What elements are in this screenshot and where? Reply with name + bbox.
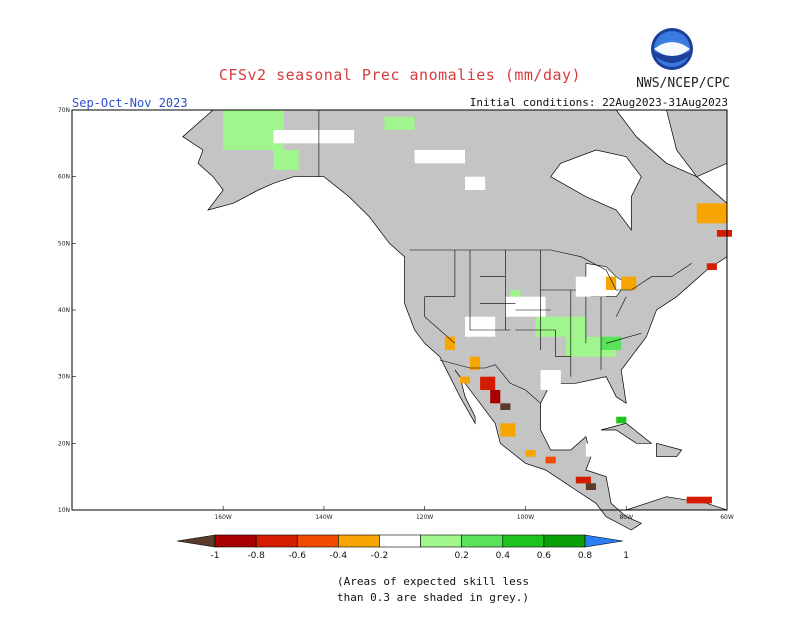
lat-tick-label: 30N: [58, 374, 70, 381]
colorbar-label: 0.8: [578, 551, 593, 561]
border-line-13: [606, 333, 642, 344]
lat-tick-label: 40N: [58, 307, 70, 314]
lon-tick-label: 140W: [315, 514, 332, 521]
anomaly-cell-27: [465, 176, 486, 190]
colorbar-segment: [379, 534, 421, 548]
anomaly-cell-11: [480, 376, 496, 390]
anomaly-cell-6: [601, 336, 622, 350]
anomaly-cell-18: [585, 483, 596, 490]
lat-tick-label: 10N: [58, 507, 70, 514]
anomaly-cell-29: [465, 316, 496, 337]
border-line-2: [439, 359, 541, 404]
colorbar-segment: [502, 534, 545, 548]
anomaly-cell-10: [470, 356, 481, 370]
lat-tick-label: 20N: [58, 440, 70, 447]
colorbar-segment: [255, 534, 298, 548]
colorbar: -1 -0.8 -0.6 -0.4 -0.2 0.2 0.4 0.6 0.8 1: [176, 534, 629, 561]
anomaly-cell-4: [535, 316, 586, 337]
colorbar-label: 0.6: [537, 551, 552, 561]
lon-tick-label: 100W: [517, 514, 534, 521]
anomaly-cell-30: [575, 276, 606, 297]
colorbar-label: -0.6: [288, 551, 306, 561]
colorbar-label: -0.4: [330, 551, 348, 561]
border-line-18: [424, 296, 456, 344]
lon-tick-label: 160W: [214, 514, 231, 521]
anomaly-cell-14: [460, 376, 471, 384]
lat-axis: 70N 60N 50N 40N 30N 20N 10N: [58, 107, 76, 514]
colorbar-segment: [420, 534, 462, 548]
anomaly-cell-20: [621, 276, 637, 290]
colorbar-segment: [338, 534, 380, 548]
lon-tick-label: 120W: [416, 514, 433, 521]
colorbar-label: 0.4: [496, 551, 511, 561]
anomaly-cell-26: [414, 150, 465, 164]
anomaly-cell-15: [525, 450, 536, 457]
colorbar-high-arrow: [584, 534, 624, 548]
anomaly-cell-24: [686, 496, 712, 504]
border-line-4: [469, 250, 511, 331]
lon-tick-label: 80W: [619, 514, 633, 521]
lat-tick-label: 50N: [58, 240, 70, 247]
anomaly-cell-32: [585, 443, 601, 457]
chart-title: CFSv2 seasonal Prec anomalies (mm/day): [218, 66, 582, 84]
map-panel: [71, 109, 732, 531]
agency-label: NWS/NCEP/CPC: [636, 76, 730, 91]
anomaly-cell-2: [384, 116, 415, 130]
anomaly-cell-13: [500, 403, 511, 410]
anomaly-cell-7: [616, 416, 627, 424]
border-line-0: [409, 249, 692, 291]
lon-axis: 160W 140W 120W 100W 80W 60W: [214, 506, 734, 521]
cuba-land: [600, 422, 653, 444]
anomaly-cell-8: [500, 423, 516, 437]
anomaly-cell-22: [716, 230, 732, 237]
border-line-9: [555, 330, 571, 358]
anomaly-cell-23: [706, 263, 717, 270]
colorbar-segment: [214, 534, 257, 548]
anomaly-cell-17: [575, 476, 591, 484]
season-label: Sep-Oct-Nov 2023: [72, 96, 188, 110]
anomaly-cell-25: [273, 130, 355, 144]
colorbar-label: 0.2: [455, 551, 469, 561]
colorbar-label: -0.8: [247, 551, 265, 561]
anomaly-cell-3: [510, 290, 521, 297]
colorbar-label: -0.2: [371, 551, 389, 561]
skill-note-line1: (Areas of expected skill less: [336, 575, 530, 588]
anomaly-cell-21: [696, 203, 727, 224]
border-line-14: [615, 296, 627, 317]
border-line-3: [424, 250, 456, 298]
anomaly-cell-1: [273, 150, 299, 170]
lon-tick-label: 60W: [720, 514, 734, 521]
anomaly-cell-9: [444, 336, 455, 350]
anomaly-cell-31: [540, 370, 561, 390]
colorbar-segment: [543, 534, 586, 548]
colorbar-segment: [296, 534, 339, 548]
colorbar-label: -1: [211, 551, 220, 561]
lat-tick-label: 60N: [58, 174, 70, 181]
hudson-bay-water: [550, 149, 642, 232]
anomaly-cell-16: [545, 456, 556, 464]
colorbar-low-arrow: [176, 534, 216, 548]
colorbar-segment: [461, 534, 504, 548]
lat-tick-label: 70N: [58, 107, 70, 114]
anomaly-cell-12: [490, 390, 501, 404]
anomaly-cell-28: [505, 296, 546, 317]
noaa-logo-icon: [651, 28, 693, 70]
hispaniola-land: [656, 442, 683, 458]
initial-conditions-label: Initial conditions: 22Aug2023-31Aug2023: [469, 96, 728, 109]
skill-note-line2: than 0.3 are shaded in grey.): [336, 591, 530, 604]
colorbar-label: 1: [623, 551, 629, 561]
